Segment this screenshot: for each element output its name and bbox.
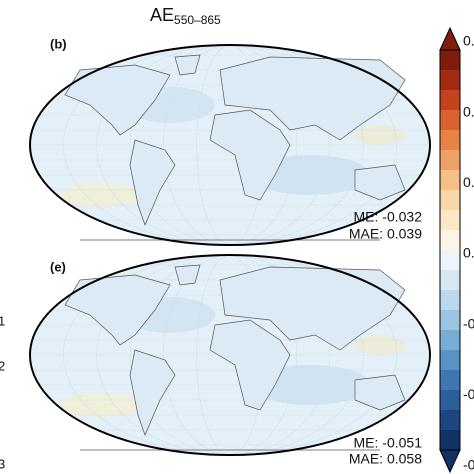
colorbar-tick-label: 0. [463, 174, 474, 190]
colorbar-band [440, 150, 460, 171]
colorbar-band [440, 250, 460, 271]
colorbar-tick-label: -0 [463, 386, 474, 402]
colorbar-band [440, 50, 460, 71]
colorbar-band [440, 130, 460, 151]
colorbar: 0. 0. 0. 0. -0 -0 -0 [439, 26, 474, 474]
colorbar-band [440, 110, 460, 131]
colorbar-band [440, 230, 460, 251]
panel-label: (b) [50, 36, 67, 51]
me-label: ME: -0.032 [354, 209, 423, 225]
colorbar-band [440, 430, 460, 451]
colorbar-band [440, 190, 460, 211]
panel-label: (e) [50, 259, 66, 274]
colorbar-tick-label: 0. [463, 103, 474, 119]
mae-label: MAE: 0.058 [349, 451, 422, 467]
colorbar-band [440, 270, 460, 291]
map-panel [30, 255, 430, 455]
mae-label: MAE: 0.039 [349, 226, 422, 242]
colorbar-extend [439, 449, 461, 474]
colorbar-band [440, 350, 460, 371]
cut-text: 3 [0, 456, 5, 471]
cut-text: 1 [0, 313, 5, 328]
colorbar-tick-label: -0 [463, 315, 474, 331]
colorbar-band [440, 170, 460, 191]
colorbar-band [440, 330, 460, 351]
colorbar-band [440, 290, 460, 311]
colorbar-tick-label: -0 [463, 457, 474, 473]
title: AE550–865 [150, 5, 221, 27]
colorbar-band [440, 310, 460, 331]
colorbar-extend [439, 26, 461, 51]
colorbar-frame [439, 49, 461, 451]
cut-text: 2 [0, 358, 5, 373]
colorbar-band [440, 390, 460, 411]
colorbar-band [440, 370, 460, 391]
colorbar-band [440, 70, 460, 91]
colorbar-tick-label: 0. [463, 245, 474, 261]
me-label: ME: -0.051 [354, 435, 423, 451]
colorbar-band [440, 90, 460, 111]
colorbar-band [440, 410, 460, 431]
colorbar-tick-label: 0. [463, 33, 474, 49]
colorbar-band [440, 210, 460, 231]
